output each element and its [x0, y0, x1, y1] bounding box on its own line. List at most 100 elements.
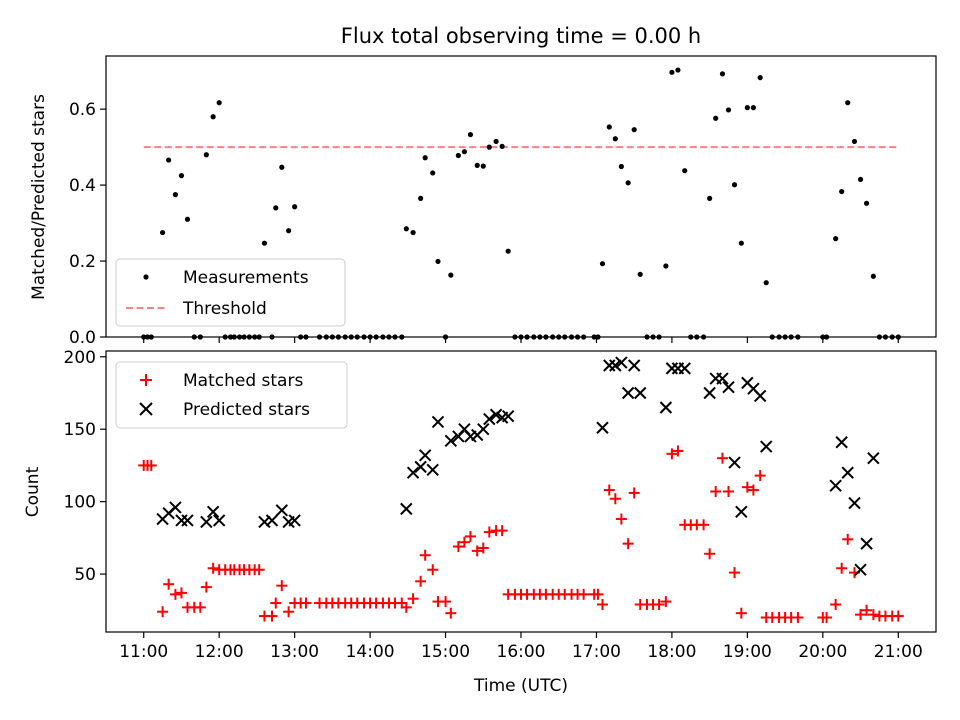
x-tick-label: 13:00	[270, 642, 319, 662]
matched-star-point	[716, 452, 728, 464]
predicted-star-point	[722, 381, 735, 394]
matched-star-point	[419, 549, 431, 561]
measurement-point	[210, 114, 216, 120]
legend-matched-label: Matched stars	[183, 371, 303, 391]
matched-star-point	[704, 548, 716, 560]
matched-star-point	[407, 593, 419, 605]
matched-star-point	[615, 513, 627, 525]
measurement-point	[286, 228, 292, 234]
predicted-star-point	[841, 466, 854, 479]
x-tick-label: 12:00	[195, 642, 244, 662]
measurement-point	[178, 173, 185, 179]
top-chart-title: Flux total observing time = 0.00 h	[341, 24, 701, 48]
matched-star-point	[735, 607, 747, 619]
predicted-star-point	[265, 514, 279, 527]
predicted-star-point	[835, 436, 848, 449]
bottom-legend-box	[115, 361, 348, 429]
matched-star-point	[169, 588, 181, 600]
measurement-point	[631, 127, 637, 133]
measurement-point	[461, 149, 468, 155]
legend-threshold-label: Threshold	[182, 299, 267, 319]
measurement-point	[467, 132, 474, 138]
bottom-x-axis-label: Time (UTC)	[473, 676, 568, 696]
measurement-point	[618, 163, 624, 170]
legend-matched-marker	[140, 374, 152, 386]
matched-star-point	[609, 493, 621, 505]
measurement-point	[738, 240, 744, 246]
matched-star-point	[622, 538, 634, 550]
measurement-point	[166, 157, 172, 163]
bottom-y-axis-label: Count	[23, 466, 43, 517]
top-axes-frame	[105, 55, 937, 338]
predicted-star-point	[275, 504, 289, 517]
measurement-point	[435, 258, 441, 265]
measurement-point	[216, 100, 222, 106]
measurement-point	[418, 195, 424, 201]
measurement-point	[744, 105, 750, 111]
top-legend-box	[115, 258, 346, 327]
predicted-star-point	[181, 514, 194, 527]
matched-star-point	[698, 519, 710, 531]
matched-star-point	[710, 486, 722, 497]
matched-star-point	[283, 606, 295, 618]
y-tick-label: 200	[64, 348, 96, 368]
measurement-point	[713, 115, 719, 121]
predicted-star-point	[678, 362, 691, 375]
predicted-star-point	[760, 440, 773, 453]
measurement-point	[448, 272, 454, 278]
matched-star-point	[415, 575, 427, 587]
measurement-point	[203, 152, 209, 158]
matched-star-point	[464, 530, 476, 542]
measurement-point	[669, 69, 675, 75]
predicted-star-point	[634, 386, 647, 400]
measurement-point	[682, 168, 688, 174]
y-tick-label: 0.0	[69, 328, 96, 348]
predicted-star-point	[414, 460, 427, 474]
y-tick-label: 0.2	[69, 252, 96, 272]
matched-star-point	[145, 459, 157, 471]
measurement-point	[731, 182, 738, 188]
measurement-point	[845, 100, 851, 106]
y-tick-label: 0.4	[69, 176, 96, 196]
measurement-point	[172, 192, 179, 198]
predicted-star-point	[829, 479, 842, 492]
matched-star-point	[207, 562, 219, 574]
predicted-star-point	[627, 359, 641, 372]
x-tick-label: 17:00	[572, 642, 621, 662]
predicted-star-point	[483, 412, 496, 426]
bottom-plot-area: 11:00 12:00 13:00 14:00 15:00 16:00 17:00 18:00…	[64, 348, 923, 662]
predicted-star-point	[615, 356, 628, 369]
matched-star-point	[270, 597, 282, 609]
matched-star-point	[452, 541, 464, 553]
measurement-point	[474, 162, 480, 168]
matched-star-point	[592, 588, 604, 600]
matched-star-point	[471, 545, 483, 557]
top-plot-area: 0.0 0.2 0.4 0.6	[69, 67, 901, 348]
matched-star-point	[892, 610, 904, 622]
measurement-point	[763, 280, 769, 286]
measurement-point	[719, 71, 726, 77]
matched-star-point	[660, 596, 672, 608]
predicted-star-point	[406, 466, 420, 479]
predicted-star-point	[609, 359, 622, 372]
x-tick-label: 16:00	[497, 642, 546, 662]
matched-star-point	[830, 598, 842, 610]
matched-star-point	[300, 597, 312, 609]
measurement-point	[499, 143, 505, 149]
measurement-point	[599, 261, 606, 267]
measurement-point	[480, 163, 486, 169]
x-tick-label: 19:00	[723, 642, 772, 662]
predicted-star-point	[431, 415, 445, 429]
predicted-star-point	[596, 421, 609, 434]
matched-star-point	[157, 606, 169, 618]
predicted-star-point	[444, 434, 458, 448]
x-tick-label: 11:00	[119, 642, 168, 662]
legend-predicted-marker	[139, 402, 153, 416]
measurement-point	[430, 170, 436, 176]
predicted-star-point	[400, 502, 413, 516]
matched-star-point	[477, 542, 489, 554]
matched-star-point	[754, 470, 766, 482]
matched-star-point	[821, 612, 833, 624]
